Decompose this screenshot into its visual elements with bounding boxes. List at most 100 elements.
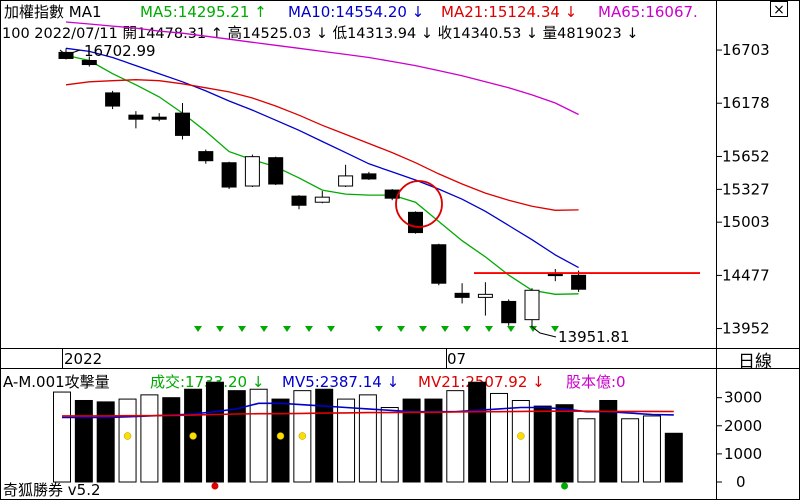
candle-body bbox=[128, 114, 144, 120]
candle-body bbox=[361, 173, 377, 180]
period-label[interactable]: 日線 bbox=[738, 352, 772, 372]
volume-bar bbox=[424, 398, 443, 483]
candle bbox=[338, 164, 354, 188]
price-tick-label: 15652 bbox=[722, 147, 770, 165]
signal-arrow bbox=[260, 326, 268, 332]
candle-body bbox=[431, 244, 447, 284]
volume-average-lines bbox=[62, 402, 674, 419]
chart-title: 加權指數 MA1 bbox=[4, 3, 102, 21]
volume-bar bbox=[468, 381, 487, 483]
price-tick-label: 14477 bbox=[722, 266, 770, 284]
candle-body bbox=[571, 274, 587, 290]
candle bbox=[384, 189, 400, 201]
volume-bar bbox=[621, 418, 640, 483]
candle bbox=[175, 103, 190, 140]
signal-arrow bbox=[216, 326, 224, 332]
high-value: 16702.99 bbox=[84, 42, 156, 60]
candle bbox=[314, 191, 330, 204]
high-annotation: 16702.99 bbox=[59, 42, 156, 60]
volume-bar bbox=[249, 388, 268, 483]
candle-body bbox=[244, 156, 260, 187]
ma-line-ma21 bbox=[65, 79, 579, 211]
price-tick-label: 15003 bbox=[722, 213, 770, 231]
candle bbox=[431, 243, 447, 286]
volume-bar bbox=[315, 388, 334, 483]
signal-arrow bbox=[463, 326, 471, 332]
volume-bar bbox=[358, 394, 377, 483]
volume-bar bbox=[402, 398, 421, 483]
candle-body bbox=[338, 175, 354, 187]
ma-label-3: MA65:16067. bbox=[598, 3, 698, 21]
signal-arrows bbox=[194, 326, 559, 332]
volume-bar bbox=[599, 399, 618, 483]
candle bbox=[151, 113, 167, 122]
candle bbox=[221, 161, 237, 190]
volume-tick-label: 1000 bbox=[724, 445, 762, 463]
volume-bar bbox=[577, 418, 596, 483]
candle-body bbox=[314, 196, 330, 203]
candlesticks bbox=[58, 48, 587, 328]
volume-bar bbox=[271, 398, 290, 483]
volume-bar bbox=[205, 381, 224, 483]
candle bbox=[501, 299, 517, 326]
signal-arrow bbox=[238, 326, 246, 332]
volume-axis: 0 1000 2000 3000 bbox=[716, 389, 762, 491]
ma-legend: MA5:14295.21 ↑ MA10:14554.20 ↓ MA21:15124.… bbox=[140, 3, 698, 21]
candle-body bbox=[524, 289, 540, 321]
candle bbox=[244, 154, 260, 188]
candle bbox=[524, 288, 540, 328]
candle bbox=[477, 282, 493, 316]
yellow-dot bbox=[517, 432, 525, 440]
volume-title: A-M.001攻擊量 bbox=[3, 373, 110, 391]
price-tick-label: 13952 bbox=[722, 320, 770, 338]
candle-body bbox=[151, 116, 167, 120]
candle-body bbox=[408, 211, 423, 234]
volume-tick-label: 3000 bbox=[724, 389, 762, 407]
volume-bar bbox=[162, 397, 181, 483]
red-dot bbox=[211, 482, 219, 490]
volume-tick-label: 0 bbox=[736, 473, 746, 491]
ma-line-ma5 bbox=[65, 54, 579, 295]
volume-bar bbox=[533, 405, 552, 483]
candle bbox=[128, 111, 144, 129]
volume-bar bbox=[337, 398, 356, 483]
volume-bar bbox=[74, 399, 93, 483]
moving-average-lines bbox=[65, 21, 579, 295]
volume-bar bbox=[227, 390, 246, 483]
ma-label-0: MA5:14295.21 ↑ bbox=[140, 3, 267, 21]
candle-body bbox=[291, 195, 307, 206]
candle bbox=[571, 270, 587, 292]
volume-bar bbox=[140, 394, 159, 483]
candle bbox=[81, 56, 97, 67]
highlight-circle bbox=[395, 180, 443, 228]
yellow-dot bbox=[276, 432, 285, 440]
candle-body bbox=[547, 273, 563, 277]
green-dot bbox=[561, 482, 569, 490]
low-value: 13951.81 bbox=[558, 328, 630, 346]
candle-body bbox=[477, 293, 493, 298]
volume-dots bbox=[123, 432, 569, 490]
volume-bar bbox=[118, 398, 137, 483]
close-button[interactable]: × bbox=[770, 1, 788, 19]
candle-body bbox=[268, 157, 284, 185]
volume-bar bbox=[490, 392, 508, 483]
yellow-dot bbox=[298, 432, 307, 440]
candle-body bbox=[81, 59, 97, 66]
volume-bar bbox=[446, 390, 465, 483]
price-tick-label: 16703 bbox=[722, 41, 770, 59]
low-annotation: 13951.81 bbox=[530, 325, 630, 346]
signal-arrow bbox=[507, 326, 515, 332]
candle bbox=[361, 171, 377, 180]
ma-label-2: MA21:15124.34 ↓ bbox=[441, 3, 577, 21]
volume-bar bbox=[53, 391, 71, 483]
candle-body bbox=[501, 300, 517, 324]
signal-arrow bbox=[485, 326, 493, 332]
volume-bar bbox=[380, 407, 399, 483]
volume-bar bbox=[511, 399, 530, 483]
candle-body bbox=[198, 151, 214, 162]
volume-tick-label: 2000 bbox=[724, 417, 762, 435]
ma-line-ma65 bbox=[65, 21, 579, 116]
volume-line-mv21 bbox=[62, 410, 674, 417]
candle bbox=[408, 211, 423, 234]
